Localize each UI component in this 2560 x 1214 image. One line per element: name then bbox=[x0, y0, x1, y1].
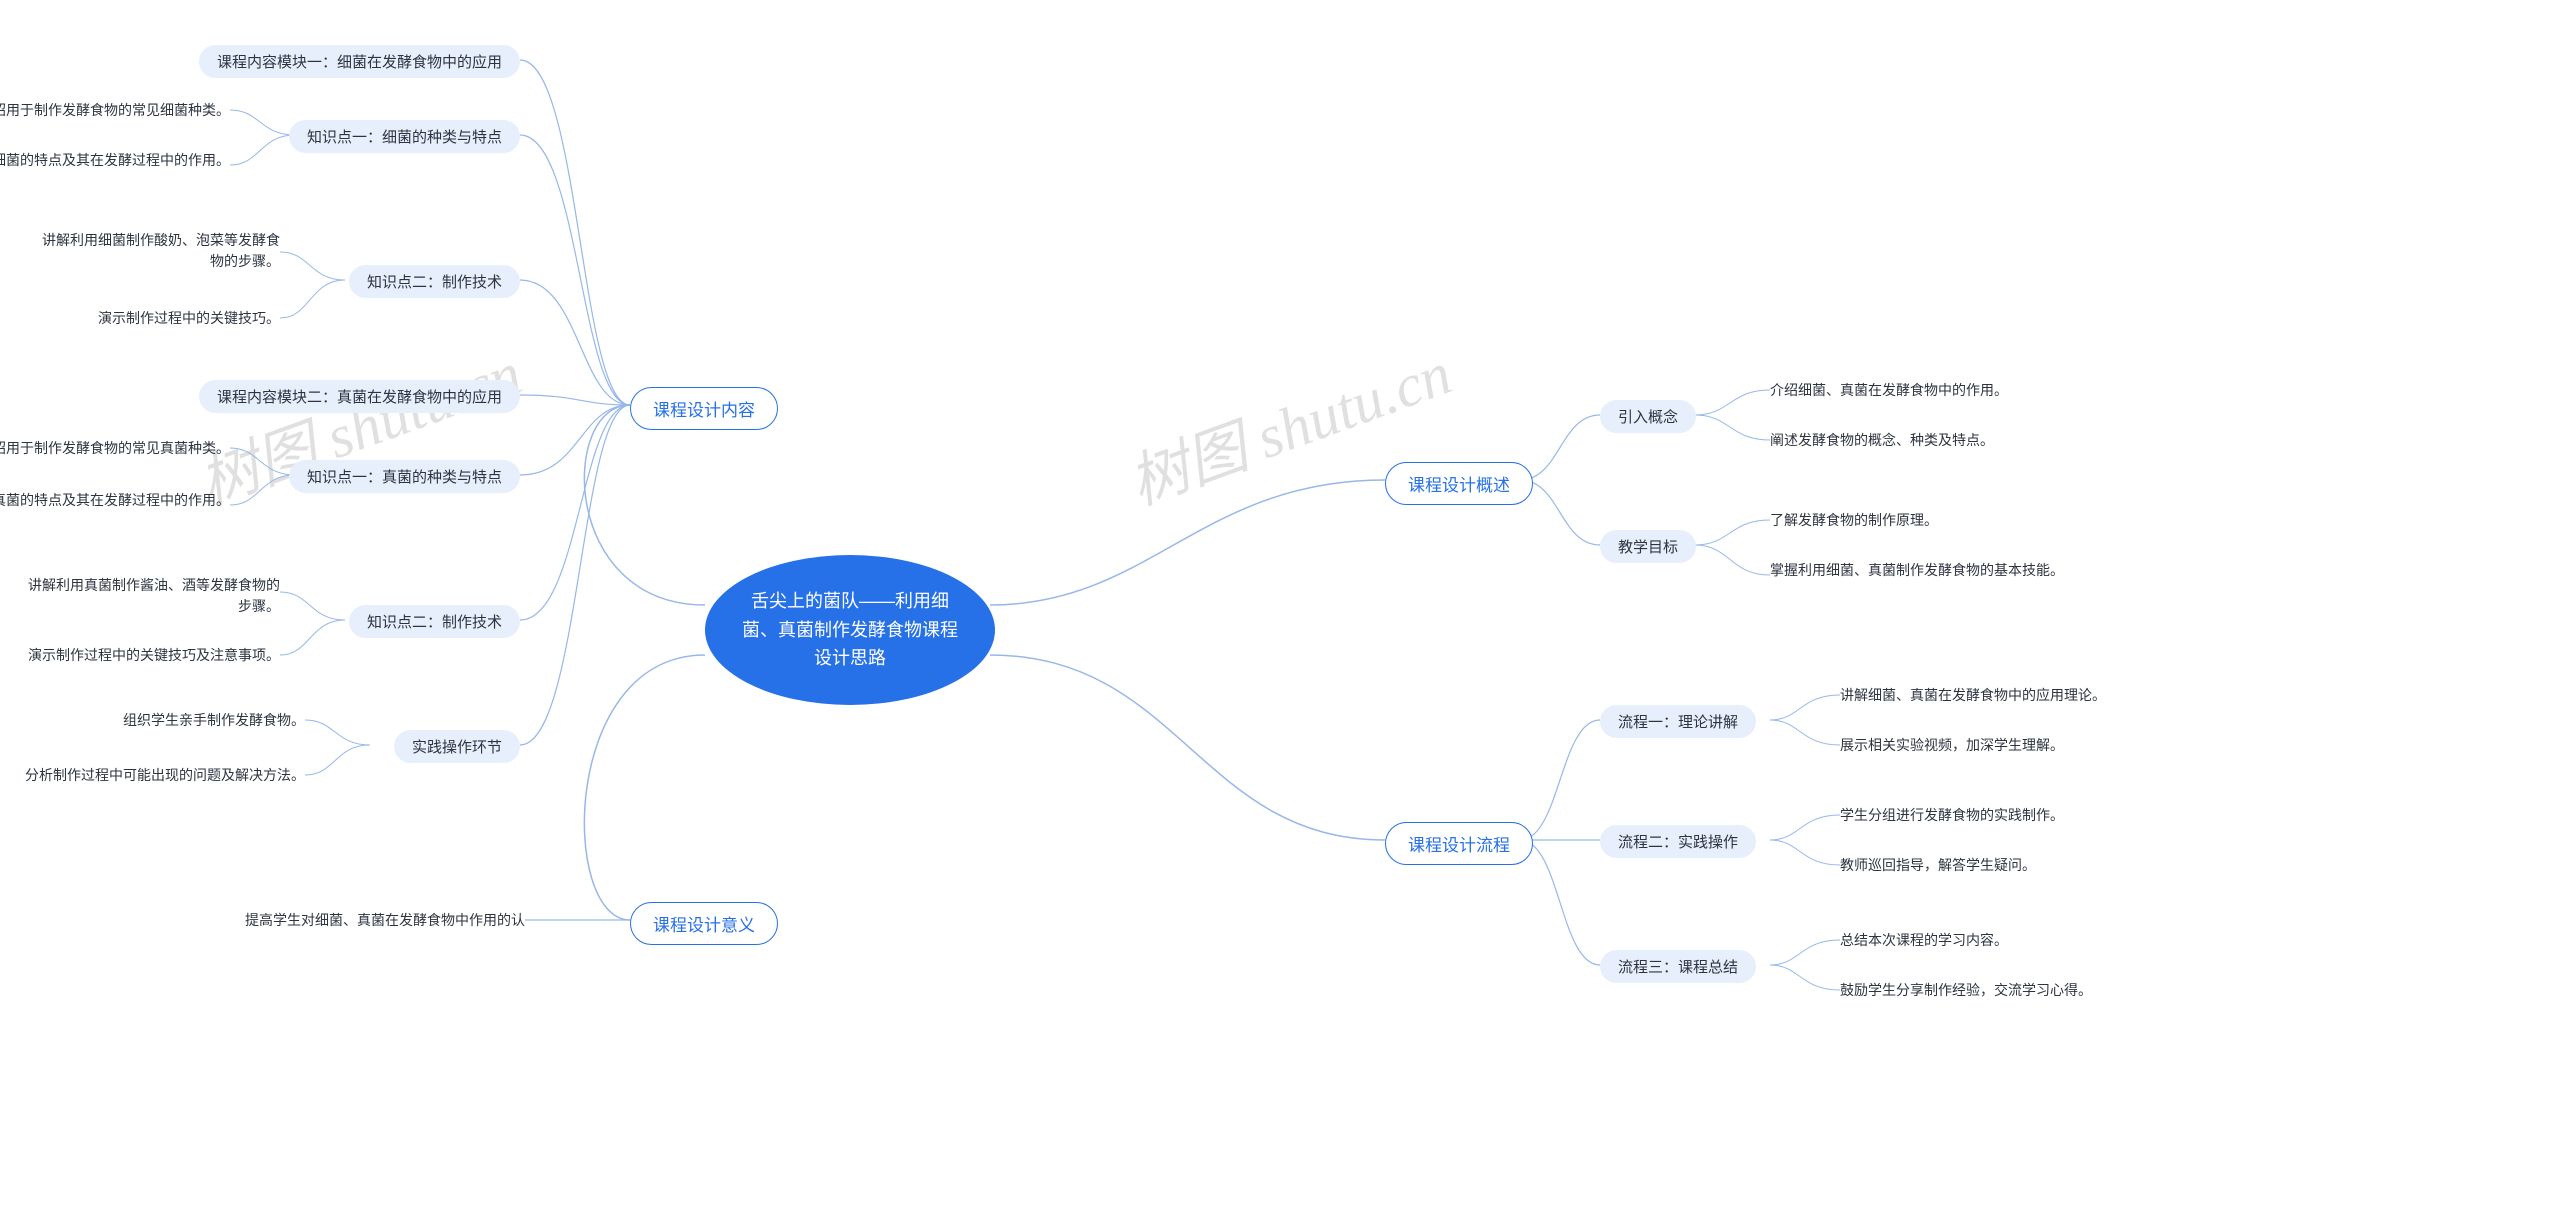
leaf-node: 展示相关实验视频，加深学生理解。 bbox=[1840, 735, 2064, 756]
leaf-node: 讲解利用真菌制作酱油、酒等发酵食物的步骤。 bbox=[20, 575, 280, 617]
leaf-node: 介绍用于制作发酵食物的常见真菌种类。 bbox=[0, 438, 230, 459]
leaf-node: 讲解利用细菌制作酸奶、泡菜等发酵食物的步骤。 bbox=[30, 230, 280, 272]
sub-kp1-bacteria-types[interactable]: 知识点一：细菌的种类与特点 bbox=[289, 120, 520, 153]
leaf-node: 介绍用于制作发酵食物的常见细菌种类。 bbox=[0, 100, 230, 121]
center-node[interactable]: 舌尖上的菌队——利用细菌、真菌制作发酵食物课程设计思路 bbox=[705, 555, 995, 705]
sub-kp2-fungi-tech[interactable]: 知识点二：制作技术 bbox=[349, 605, 520, 638]
leaf-node: 讲解细菌、真菌在发酵食物中的应用理论。 bbox=[1840, 685, 2106, 706]
leaf-node: 介绍细菌、真菌在发酵食物中的作用。 bbox=[1770, 380, 2008, 401]
branch-content[interactable]: 课程设计内容 bbox=[630, 387, 778, 430]
sub-practice[interactable]: 实践操作环节 bbox=[394, 730, 520, 763]
leaf-node: 了解发酵食物的制作原理。 bbox=[1770, 510, 1938, 531]
sub-module-2[interactable]: 课程内容模块二：真菌在发酵食物中的应用 bbox=[199, 380, 520, 413]
sub-flow-3[interactable]: 流程三：课程总结 bbox=[1600, 950, 1756, 983]
leaf-node: 分析各类细菌的特点及其在发酵过程中的作用。 bbox=[0, 150, 230, 171]
branch-overview[interactable]: 课程设计概述 bbox=[1385, 462, 1533, 505]
leaf-node: 分析制作过程中可能出现的问题及解决方法。 bbox=[0, 765, 305, 786]
leaf-node: 教师巡回指导，解答学生疑问。 bbox=[1840, 855, 2036, 876]
leaf-node: 鼓励学生分享制作经验，交流学习心得。 bbox=[1840, 980, 2092, 1001]
leaf-node: 分析各类真菌的特点及其在发酵过程中的作用。 bbox=[0, 490, 230, 511]
sub-intro-concept[interactable]: 引入概念 bbox=[1600, 400, 1696, 433]
sub-teach-goal[interactable]: 教学目标 bbox=[1600, 530, 1696, 563]
leaf-node: 掌握利用细菌、真菌制作发酵食物的基本技能。 bbox=[1770, 560, 2100, 581]
sub-kp1-fungi-types[interactable]: 知识点一：真菌的种类与特点 bbox=[289, 460, 520, 493]
branch-meaning[interactable]: 课程设计意义 bbox=[630, 902, 778, 945]
branch-process[interactable]: 课程设计流程 bbox=[1385, 822, 1533, 865]
leaf-node: 学生分组进行发酵食物的实践制作。 bbox=[1840, 805, 2064, 826]
sub-flow-2[interactable]: 流程二：实践操作 bbox=[1600, 825, 1756, 858]
sub-module-1[interactable]: 课程内容模块一：细菌在发酵食物中的应用 bbox=[199, 45, 520, 78]
sub-flow-1[interactable]: 流程一：理论讲解 bbox=[1600, 705, 1756, 738]
leaf-node: 演示制作过程中的关键技巧及注意事项。 bbox=[0, 645, 280, 666]
leaf-node: 演示制作过程中的关键技巧。 bbox=[20, 308, 280, 329]
leaf-node: 提高学生对细菌、真菌在发酵食物中作用的认 bbox=[175, 910, 525, 931]
leaf-node: 组织学生亲手制作发酵食物。 bbox=[45, 710, 305, 731]
sub-kp2-bacteria-tech[interactable]: 知识点二：制作技术 bbox=[349, 265, 520, 298]
leaf-node: 总结本次课程的学习内容。 bbox=[1840, 930, 2008, 951]
leaf-node: 阐述发酵食物的概念、种类及特点。 bbox=[1770, 430, 1994, 451]
center-label: 舌尖上的菌队——利用细菌、真菌制作发酵食物课程设计思路 bbox=[735, 587, 965, 673]
